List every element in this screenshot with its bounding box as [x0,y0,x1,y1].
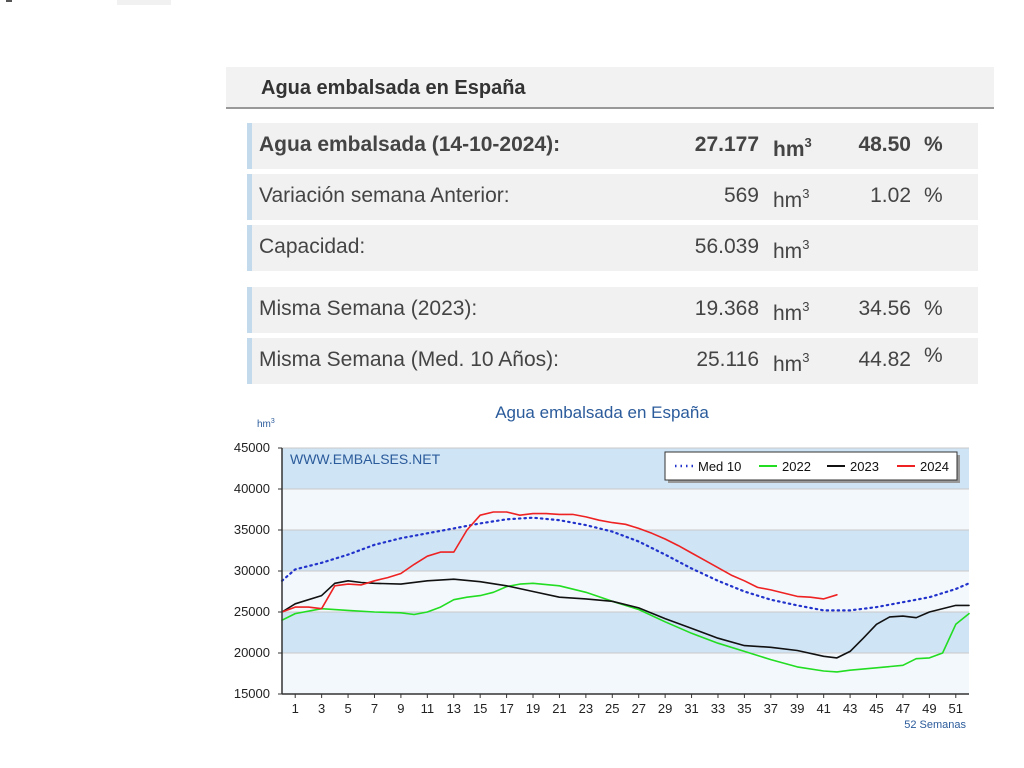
x-tick-label: 27 [631,701,645,716]
summary-row-same-week-2023: Misma Semana (2023): 19.368 hm3 34.56 % [247,287,978,333]
x-tick-label: 1 [292,701,299,716]
grid-band [282,653,969,694]
row-unit: hm3 [773,237,810,263]
row-value: 27.177 [694,133,759,156]
x-tick-label: 45 [869,701,883,716]
chart-ylabel: hm3 [257,418,275,430]
row-percent-sign: % [924,344,943,367]
chart-series [280,511,971,673]
corner-box [117,0,171,5]
x-tick-label: 31 [684,701,698,716]
chart-grid [282,447,969,695]
row-label: Misma Semana (Med. 10 Años): [259,348,559,371]
x-tick-label: 21 [552,701,566,716]
x-tick-label: 13 [447,701,461,716]
row-percent: 48.50 [858,133,911,156]
x-tick-label: 49 [922,701,936,716]
row-percent-sign: % [924,297,943,320]
y-tick-label: 45000 [234,440,270,455]
y-tick-label: 40000 [234,481,270,496]
row-percent: 1.02 [870,184,911,207]
row-label: Agua embalsada (14-10-2024): [259,133,561,156]
row-unit: hm3 [773,135,812,161]
y-tick-label: 25000 [234,604,270,619]
legend-label: 2022 [782,459,811,474]
x-tick-label: 29 [658,701,672,716]
row-percent: 34.56 [858,297,911,320]
y-tick-label: 20000 [234,645,270,660]
chart-legend: Med 10 2022 2023 2024 [664,451,960,483]
chart-title: Agua embalsada en España [495,403,709,422]
row-value: 569 [723,184,759,207]
chart-svg: Agua embalsada en España hm3 WWW.EMBALSE… [234,403,971,731]
x-tick-label: 25 [605,701,619,716]
row-label: Misma Semana (2023): [259,297,478,320]
x-tick-label: 37 [764,701,778,716]
grid-band [282,612,969,653]
y-tick-label: 30000 [234,563,270,578]
x-tick-label: 5 [344,701,351,716]
x-tick-label: 11 [421,701,435,716]
x-tick-label: 41 [816,701,830,716]
grid-band [282,489,969,530]
x-tick-label: 51 [949,701,963,716]
legend-label: 2024 [920,459,949,474]
row-unit: hm3 [773,299,810,325]
chart-xlabel: 52 Semanas [904,719,966,731]
x-tick-label: 9 [397,701,404,716]
summary-row-weekly-change: Variación semana Anterior: 569 hm3 1.02 … [247,174,978,220]
panel-header: Agua embalsada en España [226,67,994,109]
summary-row-current: Agua embalsada (14-10-2024): 27.177 hm3 … [247,123,978,169]
x-tick-label: 43 [843,701,857,716]
x-tick-label: 23 [579,701,593,716]
row-value: 56.039 [694,235,759,258]
y-tick-label: 15000 [234,686,270,701]
x-tick-label: 35 [737,701,751,716]
row-percent: 44.82 [858,348,911,371]
legend-label: Med 10 [698,459,741,474]
corner-mark [6,0,12,2]
series-line-2024 [281,511,838,613]
summary-row-capacity: Capacidad: 56.039 hm3 [247,225,978,271]
x-tick-label: 15 [473,701,487,716]
row-value: 25.116 [696,348,759,371]
row-label: Variación semana Anterior: [259,184,510,207]
reservoir-chart: Agua embalsada en España hm3 WWW.EMBALSE… [222,398,982,738]
x-tick-label: 3 [318,701,325,716]
grid-band [282,530,969,571]
x-tick-label: 33 [711,701,725,716]
legend-label: 2023 [850,459,879,474]
summary-row-same-week-10yr-avg: Misma Semana (Med. 10 Años): 25.116 hm3 … [247,338,978,384]
row-percent-sign: % [924,133,943,156]
series-line-2022 [281,582,970,673]
x-tick-label: 47 [896,701,910,716]
row-unit: hm3 [773,350,810,376]
row-percent-sign: % [924,184,943,207]
x-tick-label: 39 [790,701,804,716]
panel-title: Agua embalsada en España [261,77,526,99]
row-value: 19.368 [694,297,759,320]
x-tick-label: 7 [371,701,378,716]
x-tick-label: 19 [526,701,540,716]
y-tick-label: 35000 [234,522,270,537]
chart-watermark: WWW.EMBALSES.NET [290,451,441,467]
row-label: Capacidad: [259,235,366,258]
row-unit: hm3 [773,186,810,212]
legend-box [664,451,958,481]
x-tick-label: 17 [499,701,513,716]
